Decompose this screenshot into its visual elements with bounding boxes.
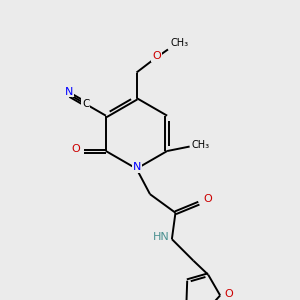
Text: N: N [65,87,73,97]
Text: C: C [82,99,89,109]
Text: O: O [203,194,212,204]
Text: O: O [152,51,161,61]
Text: O: O [71,144,80,154]
Text: O: O [224,289,233,298]
Text: CH₃: CH₃ [170,38,188,48]
Text: N: N [133,162,141,172]
Text: HN: HN [153,232,170,242]
Text: CH₃: CH₃ [192,140,210,150]
